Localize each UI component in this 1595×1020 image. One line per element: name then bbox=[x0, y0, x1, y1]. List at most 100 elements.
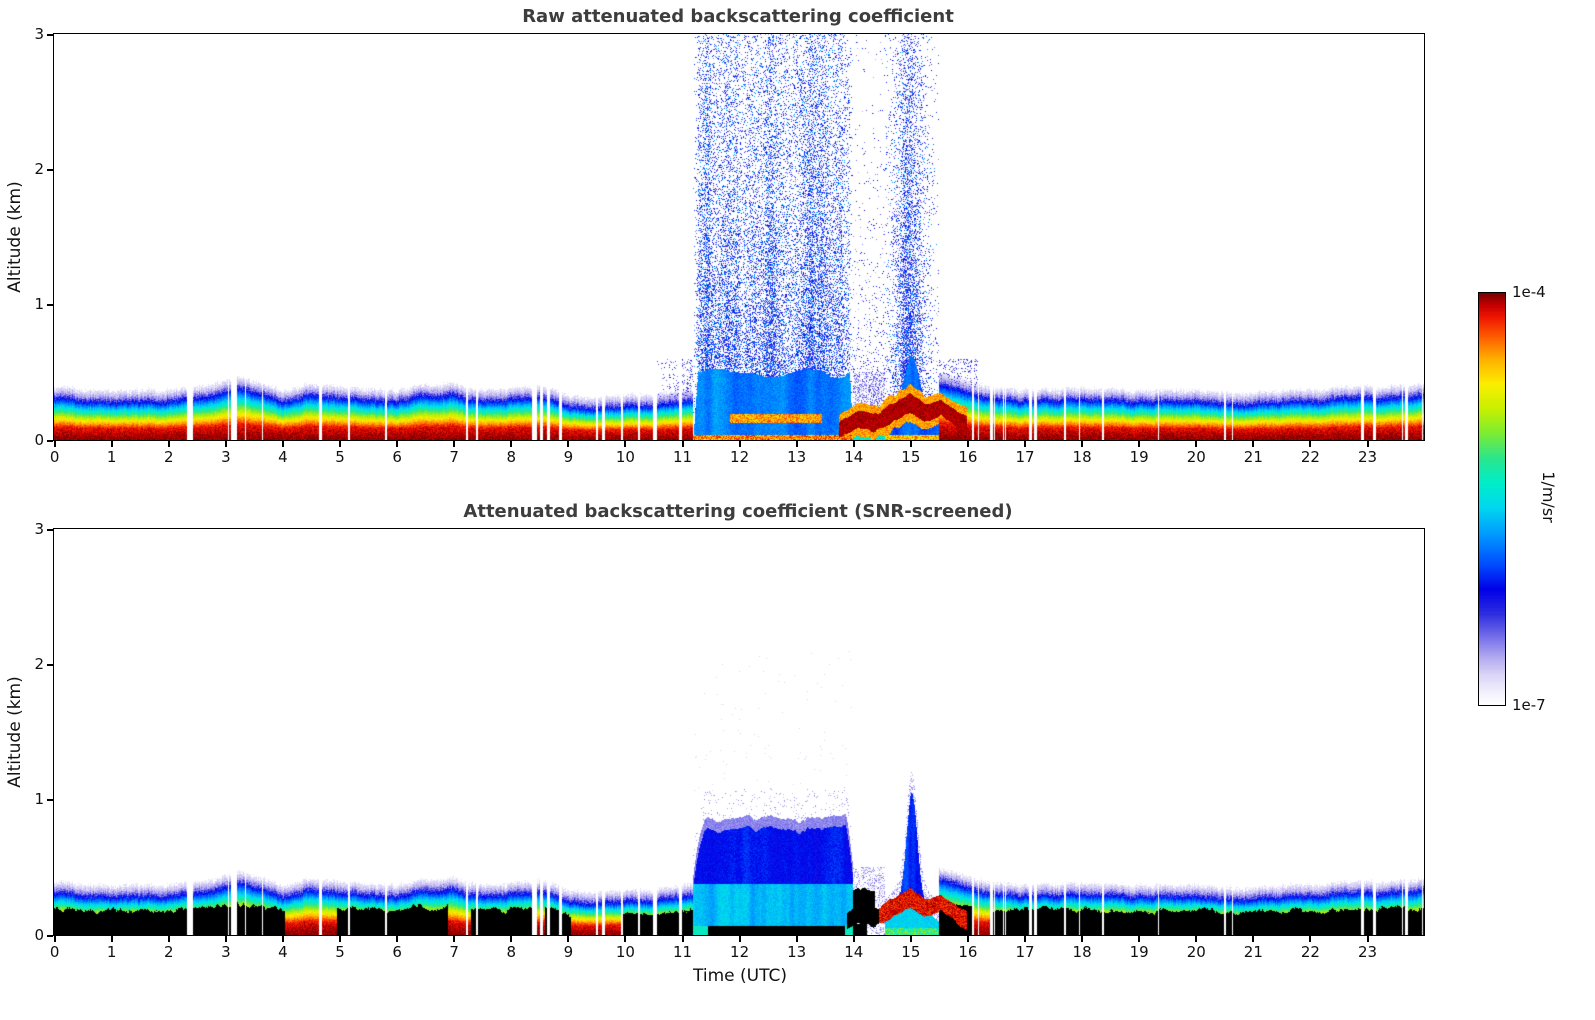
x-tick bbox=[453, 936, 456, 942]
y-axis-label: Altitude (km) bbox=[5, 676, 25, 788]
x-tick bbox=[567, 936, 570, 942]
x-tick bbox=[510, 441, 513, 447]
x-tick-label: 8 bbox=[506, 943, 517, 961]
x-tick bbox=[339, 441, 342, 447]
x-tick-label: 7 bbox=[449, 943, 459, 961]
raw-heatmap-canvas bbox=[54, 34, 1424, 440]
x-tick-label: 2 bbox=[163, 943, 174, 961]
screened-panel-plot-area bbox=[53, 528, 1425, 936]
x-tick bbox=[1252, 441, 1255, 447]
x-tick-label: 11 bbox=[672, 943, 693, 961]
x-tick-label: 15 bbox=[901, 448, 921, 466]
x-tick-label: 6 bbox=[392, 448, 402, 466]
y-tick bbox=[47, 33, 53, 36]
x-tick bbox=[1081, 441, 1084, 447]
x-tick bbox=[53, 936, 56, 942]
x-tick bbox=[624, 936, 627, 942]
x-tick bbox=[339, 936, 342, 942]
x-tick-label: 13 bbox=[787, 448, 807, 466]
x-tick-label: 10 bbox=[615, 943, 635, 961]
y-tick-label: 3 bbox=[34, 519, 44, 538]
x-tick bbox=[1138, 936, 1141, 942]
y-tick bbox=[47, 934, 53, 937]
x-tick bbox=[224, 441, 227, 447]
x-tick-label: 1 bbox=[106, 943, 117, 961]
x-tick bbox=[738, 936, 741, 942]
x-tick-label: 19 bbox=[1129, 448, 1149, 466]
x-tick-label: 21 bbox=[1243, 943, 1263, 961]
y-tick bbox=[47, 799, 53, 802]
x-tick bbox=[681, 936, 684, 942]
x-tick-label: 22 bbox=[1300, 448, 1320, 466]
x-tick bbox=[1366, 441, 1369, 447]
x-tick-label: 21 bbox=[1243, 448, 1263, 466]
raw-panel-plot-area bbox=[53, 33, 1425, 441]
x-tick bbox=[681, 441, 684, 447]
colorbar-unit-label: 1/m/sr bbox=[1539, 471, 1558, 523]
x-tick bbox=[966, 441, 969, 447]
x-tick bbox=[110, 441, 113, 447]
x-tick bbox=[795, 936, 798, 942]
x-tick-label: 9 bbox=[563, 943, 574, 961]
x-tick-label: 8 bbox=[506, 448, 517, 466]
x-tick-label: 12 bbox=[730, 943, 750, 961]
x-tick-label: 16 bbox=[958, 943, 978, 961]
x-tick bbox=[852, 441, 855, 447]
x-tick bbox=[167, 441, 170, 447]
x-tick bbox=[396, 936, 399, 942]
x-tick-label: 20 bbox=[1186, 448, 1206, 466]
x-tick bbox=[510, 936, 513, 942]
x-tick-label: 14 bbox=[844, 943, 864, 961]
x-tick-label: 17 bbox=[1015, 943, 1035, 961]
x-tick bbox=[1024, 441, 1027, 447]
x-tick-label: 3 bbox=[221, 943, 231, 961]
x-tick bbox=[909, 441, 912, 447]
x-tick-label: 15 bbox=[901, 943, 921, 961]
y-tick-label: 1 bbox=[34, 295, 44, 314]
x-tick-label: 23 bbox=[1357, 943, 1378, 961]
x-tick bbox=[1024, 936, 1027, 942]
x-tick bbox=[624, 441, 627, 447]
x-tick-label: 5 bbox=[335, 448, 345, 466]
x-tick-label: 9 bbox=[563, 448, 574, 466]
x-tick-label: 23 bbox=[1357, 448, 1378, 466]
panel1-title: Raw attenuated backscattering coefficien… bbox=[522, 6, 954, 27]
x-tick bbox=[1309, 936, 1312, 942]
x-tick bbox=[1252, 936, 1255, 942]
x-tick-label: 10 bbox=[615, 448, 635, 466]
x-tick-label: 1 bbox=[106, 448, 117, 466]
x-tick bbox=[224, 936, 227, 942]
x-tick-label: 13 bbox=[787, 943, 807, 961]
y-tick bbox=[47, 439, 53, 442]
x-tick bbox=[453, 441, 456, 447]
x-axis-label: Time (UTC) bbox=[693, 966, 787, 986]
x-tick bbox=[1195, 441, 1198, 447]
x-tick bbox=[1309, 441, 1312, 447]
x-tick-label: 2 bbox=[163, 448, 174, 466]
x-tick bbox=[281, 441, 284, 447]
x-tick-label: 3 bbox=[221, 448, 231, 466]
x-tick bbox=[1195, 936, 1198, 942]
y-tick bbox=[47, 663, 53, 666]
x-tick-label: 4 bbox=[278, 448, 288, 466]
x-tick bbox=[281, 936, 284, 942]
x-tick bbox=[738, 441, 741, 447]
x-tick bbox=[1366, 936, 1369, 942]
y-tick-label: 2 bbox=[34, 159, 44, 178]
x-tick bbox=[167, 936, 170, 942]
colorbar bbox=[1478, 292, 1506, 706]
x-tick-label: 6 bbox=[392, 943, 402, 961]
x-tick-label: 19 bbox=[1129, 943, 1149, 961]
x-tick bbox=[53, 441, 56, 447]
x-tick bbox=[909, 936, 912, 942]
x-tick-label: 14 bbox=[844, 448, 864, 466]
y-tick-label: 0 bbox=[34, 925, 44, 944]
x-tick-label: 22 bbox=[1300, 943, 1320, 961]
x-tick bbox=[1081, 936, 1084, 942]
screened-heatmap-canvas bbox=[54, 529, 1424, 935]
y-tick bbox=[47, 168, 53, 171]
y-tick-label: 1 bbox=[34, 790, 44, 809]
colorbar-max-label: 1e-4 bbox=[1512, 283, 1546, 301]
x-tick-label: 0 bbox=[49, 448, 60, 466]
x-tick bbox=[1138, 441, 1141, 447]
